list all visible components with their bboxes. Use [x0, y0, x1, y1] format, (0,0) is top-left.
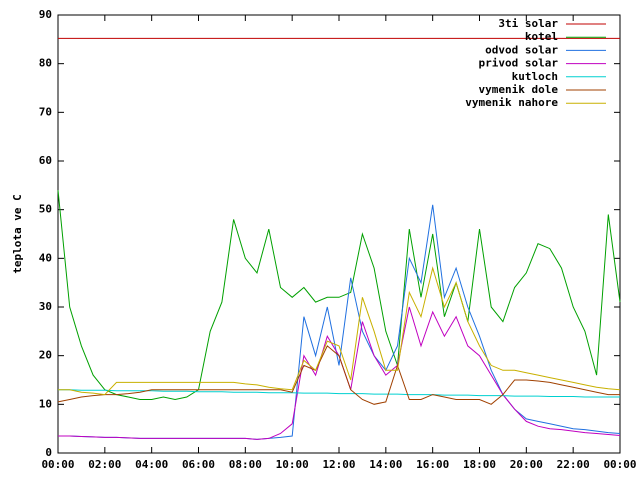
y-tick-label: 80 — [39, 57, 52, 70]
y-tick-label: 30 — [39, 300, 52, 313]
x-tick-label: 02:00 — [88, 458, 121, 471]
x-tick-label: 14:00 — [369, 458, 402, 471]
series-line — [58, 204, 621, 440]
series-line — [58, 306, 621, 440]
series-line — [58, 266, 621, 396]
y-tick-label: 50 — [39, 203, 52, 216]
legend-label: kotel — [525, 30, 558, 43]
y-tick-label: 60 — [39, 154, 52, 167]
series-line — [57, 345, 620, 405]
x-tick-label: 04:00 — [135, 458, 168, 471]
legend-label: vymenik dole — [479, 83, 559, 96]
y-tick-label: 0 — [45, 446, 52, 459]
x-tick-label: 18:00 — [463, 458, 496, 471]
y-tick-label: 40 — [39, 251, 52, 264]
legend-label: 3ti solar — [498, 17, 558, 30]
legend-label: vymenik nahore — [465, 96, 558, 109]
x-tick-label: 00:00 — [41, 458, 74, 471]
y-tick-label: 70 — [39, 105, 52, 118]
y-tick-label: 10 — [39, 397, 52, 410]
legend-label: odvod solar — [485, 43, 558, 56]
x-tick-label: 12:00 — [322, 458, 355, 471]
x-tick-label: 08:00 — [229, 458, 262, 471]
x-tick-label: 06:00 — [182, 458, 215, 471]
x-tick-label: 10:00 — [276, 458, 309, 471]
x-tick-label: 20:00 — [510, 458, 543, 471]
x-tick-label: 16:00 — [416, 458, 449, 471]
y-tick-label: 90 — [39, 8, 52, 21]
x-tick-label: 22:00 — [557, 458, 590, 471]
y-axis-label: teplota ve C — [11, 194, 24, 273]
y-tick-label: 20 — [39, 349, 52, 362]
series-line — [58, 389, 620, 398]
x-tick-label: 00:00 — [603, 458, 636, 471]
legend-label: kutloch — [512, 70, 558, 83]
series-line — [57, 190, 621, 401]
legend-label: privod solar — [479, 57, 559, 70]
